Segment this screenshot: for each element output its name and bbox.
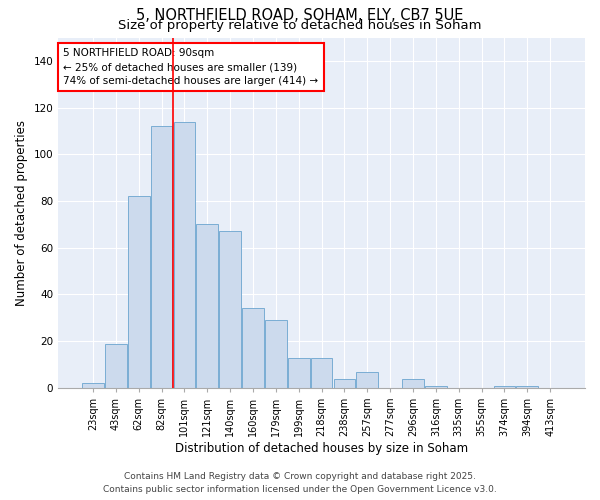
- Bar: [173, 122, 195, 388]
- Bar: [82, 383, 104, 388]
- Bar: [311, 358, 332, 388]
- Bar: [402, 378, 424, 388]
- Bar: [265, 320, 287, 388]
- Text: Contains HM Land Registry data © Crown copyright and database right 2025.
Contai: Contains HM Land Registry data © Crown c…: [103, 472, 497, 494]
- Text: Size of property relative to detached houses in Soham: Size of property relative to detached ho…: [118, 19, 482, 32]
- Bar: [356, 372, 378, 388]
- Bar: [334, 378, 355, 388]
- Text: 5 NORTHFIELD ROAD: 90sqm
← 25% of detached houses are smaller (139)
74% of semi-: 5 NORTHFIELD ROAD: 90sqm ← 25% of detach…: [64, 48, 319, 86]
- Y-axis label: Number of detached properties: Number of detached properties: [15, 120, 28, 306]
- Bar: [151, 126, 172, 388]
- Bar: [288, 358, 310, 388]
- Text: 5, NORTHFIELD ROAD, SOHAM, ELY, CB7 5UE: 5, NORTHFIELD ROAD, SOHAM, ELY, CB7 5UE: [136, 8, 464, 22]
- X-axis label: Distribution of detached houses by size in Soham: Distribution of detached houses by size …: [175, 442, 468, 455]
- Bar: [242, 308, 264, 388]
- Bar: [425, 386, 447, 388]
- Bar: [517, 386, 538, 388]
- Bar: [105, 344, 127, 388]
- Bar: [128, 196, 149, 388]
- Bar: [196, 224, 218, 388]
- Bar: [219, 232, 241, 388]
- Bar: [494, 386, 515, 388]
